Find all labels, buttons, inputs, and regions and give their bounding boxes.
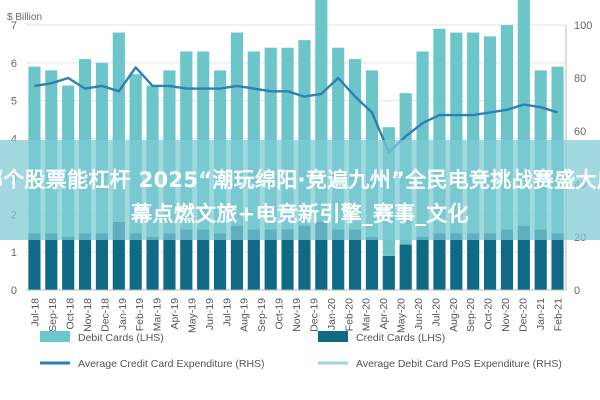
bar-credit-cards [551, 233, 564, 290]
bar-credit-cards [382, 255, 395, 290]
x-tick-label: Mar-20 [361, 298, 373, 331]
bar-credit-cards [78, 233, 92, 290]
legend-swatch [318, 331, 348, 342]
bar-credit-cards [28, 233, 41, 290]
x-tick-label: May-19 [187, 298, 199, 333]
bar-credit-cards [146, 237, 159, 290]
line-series [34, 66, 558, 154]
x-tick-label: Feb-19 [134, 298, 146, 331]
bar-credit-cards [45, 233, 58, 290]
x-tick-label: Jul-19 [221, 298, 233, 327]
x-tick-label: May-20 [396, 298, 408, 333]
bar-credit-cards [416, 237, 429, 290]
x-tick-label: Sep-18 [47, 298, 59, 332]
x-tick-label: Oct-20 [483, 298, 495, 330]
y-right-tick-label: 80 [574, 73, 586, 85]
x-tick-label: Jul-20 [430, 298, 442, 327]
bar-credit-cards [500, 229, 514, 290]
x-tick-label: Jun-19 [204, 298, 216, 330]
legend: Debit Cards (LHS) Credit Cards (LHS) Avera… [40, 331, 562, 370]
x-tick-label: Nov-18 [82, 298, 94, 332]
units-label: $ Billion [7, 12, 42, 23]
x-tick-label: Nov-20 [500, 298, 512, 332]
legend-label: Debit Cards (LHS) [78, 332, 164, 344]
lines-group [34, 66, 558, 154]
bar-credit-cards [483, 233, 497, 290]
bar-credit-cards [298, 225, 311, 290]
y-right-tick-label: 100 [574, 20, 592, 32]
bar-credit-cards [197, 229, 210, 290]
bar-credit-cards [264, 229, 277, 290]
bar-credit-cards [534, 229, 547, 290]
x-tick-label: Aug-19 [239, 298, 251, 332]
bar-credit-cards [95, 233, 109, 290]
y-left-tick-label: 6 [11, 58, 17, 70]
y-left-tick-label: 7 [11, 20, 17, 32]
y-right-tick-label: 0 [574, 285, 580, 297]
headline-text: 哪个股票能杠杆 2025“潮玩绵阳·竞遍九州”全民电竞挑战赛盛大启幕点燃文旅+电… [0, 168, 600, 226]
y-right-tick-label: 60 [574, 126, 586, 138]
x-tick-label: Sep-19 [256, 298, 268, 332]
x-tick-label: Jul-18 [30, 298, 42, 327]
bar-credit-cards [180, 229, 193, 290]
x-tick-label: Jan-19 [117, 298, 129, 330]
x-tick-label: Mar-19 [152, 298, 164, 331]
bar-credit-cards [399, 244, 412, 290]
x-tick-label: Feb-21 [552, 298, 564, 331]
bar-credit-cards [230, 225, 244, 290]
x-tick-label: Jan-21 [535, 298, 547, 330]
bar-credit-cards [365, 237, 379, 290]
legend-label: Average Credit Card Expenditure (RHS) [78, 358, 265, 370]
bar-credit-cards [433, 233, 446, 290]
x-tick-label: Dec-20 [518, 298, 530, 332]
x-tick-label: Jan-20 [326, 298, 338, 330]
bar-credit-cards [517, 225, 530, 290]
bar-credit-cards [129, 233, 142, 290]
bar-credit-cards [467, 233, 480, 290]
bar-credit-cards [213, 233, 227, 290]
legend-label: Average Debit Card PoS Expenditure (RHS) [356, 358, 562, 370]
x-tick-label: Apr-20 [378, 298, 390, 330]
legend-swatch [40, 331, 70, 342]
x-tick-label: Dec-18 [99, 298, 111, 332]
x-tick-label: Apr-19 [169, 298, 181, 330]
x-tick-label: Nov-19 [291, 298, 303, 332]
y-left-tick-label: 4 [11, 134, 17, 146]
bar-credit-cards [332, 229, 345, 290]
bar-credit-cards [348, 229, 362, 290]
bar-credit-cards [450, 233, 463, 290]
bar-credit-cards [62, 237, 75, 290]
x-tick-label: Oct-18 [65, 298, 77, 330]
x-tick-label: Oct-19 [274, 298, 286, 330]
x-tick-label: Jun-20 [413, 298, 425, 330]
legend-label: Credit Cards (LHS) [356, 332, 445, 344]
x-tick-label: Feb-20 [343, 298, 355, 331]
x-tick-label: Sep-20 [465, 298, 477, 332]
y-left-tick-label: 0 [11, 285, 17, 297]
bar-credit-cards [281, 229, 294, 290]
headline-banner [0, 140, 600, 240]
y-left-tick-label: 1 [11, 247, 17, 259]
x-tick-label: Dec-19 [308, 298, 320, 332]
x-tick-label: Aug-20 [448, 298, 460, 332]
y-left-tick-label: 5 [11, 96, 17, 108]
bar-credit-cards [247, 229, 260, 290]
bar-credit-cards [163, 233, 176, 290]
